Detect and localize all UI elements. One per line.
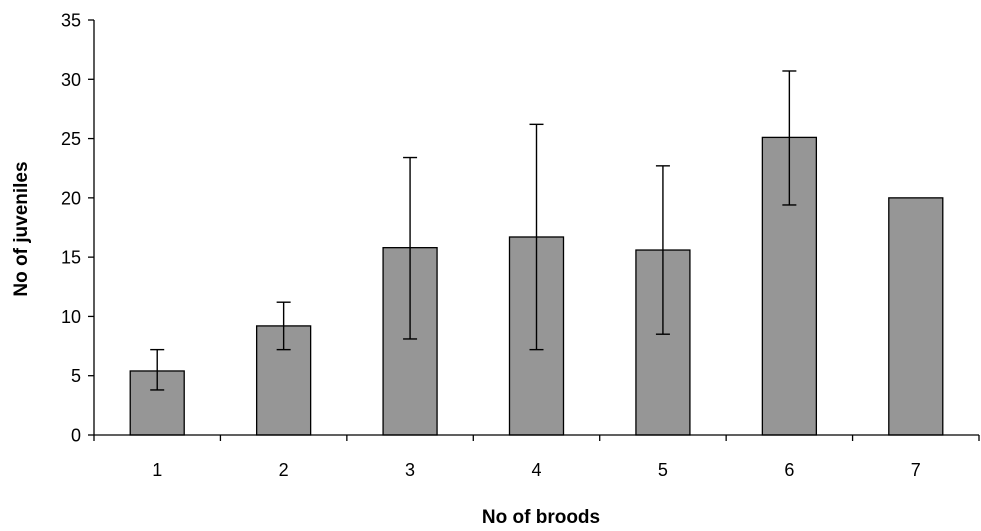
x-tick-label-3: 3	[405, 460, 415, 480]
error-bars-layer	[150, 70, 797, 391]
bar-7	[888, 197, 944, 436]
y-axis-title: No of juveniles	[11, 161, 32, 296]
x-tick-label-6: 6	[784, 460, 794, 480]
y-tick-label-20: 20	[61, 188, 81, 208]
x-axis-title: No of broods	[482, 507, 600, 528]
x-tick-label-4: 4	[531, 460, 541, 480]
y-tick-label-0: 0	[71, 426, 81, 446]
x-tick-label-7: 7	[911, 460, 921, 480]
y-tick-label-10: 10	[61, 307, 81, 327]
x-tick-label-2: 2	[279, 460, 289, 480]
y-tick-label-15: 15	[61, 248, 81, 268]
y-tick-label-25: 25	[61, 129, 81, 149]
y-tick-label-5: 5	[71, 366, 81, 386]
x-tick-label-5: 5	[658, 460, 668, 480]
y-tick-label-30: 30	[61, 70, 81, 90]
x-tick-label-1: 1	[152, 460, 162, 480]
axes-layer	[88, 19, 980, 441]
y-tick-label-35: 35	[61, 11, 81, 31]
tick-labels-layer: 0 5 10 15 20 25 30 35 1 2 3 4 5 6 7	[61, 11, 921, 481]
